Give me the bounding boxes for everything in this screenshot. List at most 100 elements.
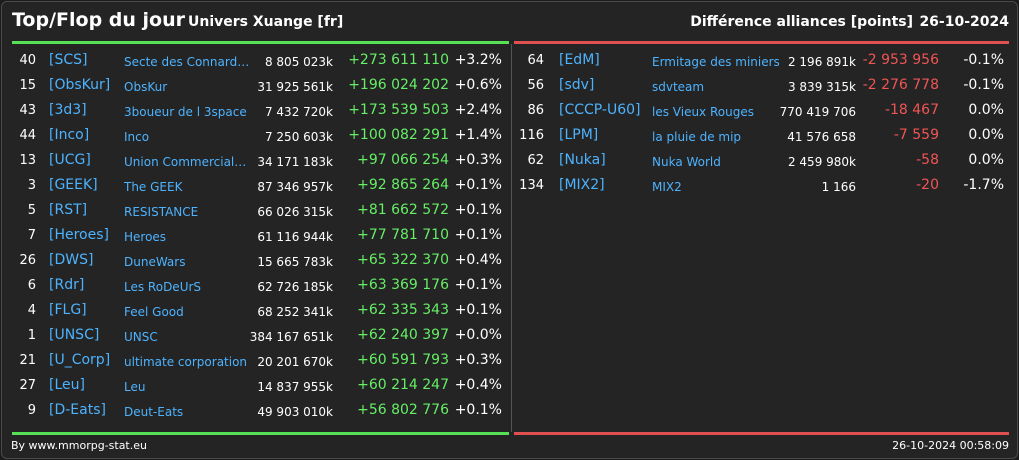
alliance-tag-link[interactable]: [3d3]: [49, 102, 87, 118]
alliance-name-link[interactable]: ObsKur: [124, 80, 168, 94]
rank-cell: 62: [527, 153, 544, 168]
header: Top/Flop du jour Univers Xuange [fr] Dif…: [2, 2, 1017, 40]
diff-cell: -2 276 778: [862, 77, 939, 93]
percent-cell: +0.6%: [454, 77, 502, 93]
top-bottom-bar: [12, 432, 509, 435]
alliance-name-link[interactable]: The GEEK: [124, 180, 183, 194]
table-row: 134 [MIX2] MIX2 1 166 -20 -1.7%: [514, 174, 1009, 199]
alliance-name-link[interactable]: MIX2: [652, 180, 682, 194]
table-row: 21 [U_Corp] ultimate corporation 20 201 670…: [12, 349, 509, 374]
diff-cell: +62 240 397: [357, 327, 449, 343]
diff-cell: +62 335 343: [357, 302, 449, 318]
rank-cell: 27: [19, 378, 36, 393]
alliance-name-link[interactable]: Leu: [124, 380, 146, 394]
alliance-name-link[interactable]: sdvteam: [652, 80, 705, 94]
diff-cell: +92 865 264: [357, 177, 449, 193]
alliance-tag-link[interactable]: [Nuka]: [559, 152, 606, 168]
rank-cell: 86: [527, 103, 544, 118]
diff-cell: -58: [916, 152, 939, 168]
diff-cell: -18 467: [884, 102, 939, 118]
alliance-tag-link[interactable]: [CCCP-U60]: [559, 102, 641, 118]
table-row: 40 [SCS] Secte des Connard… 8 805 023k +273 …: [12, 49, 509, 74]
alliance-name-link[interactable]: Nuka World: [652, 155, 721, 169]
alliance-name-link[interactable]: Feel Good: [124, 305, 184, 319]
diff-cell: +97 066 254: [357, 152, 449, 168]
alliance-name-link[interactable]: les Vieux Rouges: [652, 105, 754, 119]
alliance-name-link[interactable]: Union Commerciale…: [124, 155, 252, 169]
percent-cell: 0.0%: [968, 152, 1004, 168]
alliance-name-link[interactable]: Secte des Connard…: [124, 55, 250, 69]
alliance-name-link[interactable]: ultimate corporation: [124, 355, 248, 369]
alliance-tag-link[interactable]: [LPM]: [559, 127, 599, 143]
diff-cell: +65 322 370: [357, 252, 449, 268]
table-row: 5 [RST] RESISTANCE 66 026 315k +81 662 572 +0…: [12, 199, 509, 224]
alliance-tag-link[interactable]: [UCG]: [49, 152, 91, 168]
table-row: 26 [DWS] DuneWars 15 665 783k +65 322 370 +0.…: [12, 249, 509, 274]
alliance-name-link[interactable]: Ermitage des miniers: [652, 55, 780, 69]
rank-cell: 1: [27, 328, 36, 343]
percent-cell: +0.1%: [454, 302, 502, 318]
table-row: 116 [LPM] la pluie de mip 41 576 658 -7 559 0…: [514, 124, 1009, 149]
alliance-name-link[interactable]: Deut-Eats: [124, 405, 184, 419]
percent-cell: +1.4%: [454, 127, 502, 143]
alliance-tag-link[interactable]: [U_Corp]: [49, 352, 111, 368]
percent-cell: +0.1%: [454, 177, 502, 193]
alliance-name-link[interactable]: UNSC: [124, 330, 158, 344]
alliance-name-link[interactable]: Les RoDeUrS: [124, 280, 202, 294]
percent-cell: +0.4%: [454, 377, 502, 393]
alliance-tag-link[interactable]: [Inco]: [49, 127, 90, 143]
percent-cell: +0.1%: [454, 277, 502, 293]
table-row: 13 [UCG] Union Commerciale… 34 171 183k +97 …: [12, 149, 509, 174]
points-cell: 1 166: [821, 180, 856, 194]
rank-cell: 9: [27, 403, 36, 418]
table-row: 43 [3d3] 3boueur de l 3space 7 432 720k +173…: [12, 99, 509, 124]
alliance-tag-link[interactable]: [MIX2]: [559, 177, 605, 193]
rank-cell: 15: [19, 78, 36, 93]
alliance-tag-link[interactable]: [EdM]: [559, 52, 600, 68]
diff-cell: +60 591 793: [357, 352, 449, 368]
alliance-tag-link[interactable]: [Heroes]: [49, 227, 109, 243]
percent-cell: +0.3%: [454, 352, 502, 368]
table-row: 44 [Inco] Inco 7 250 603k +100 082 291 +1.4%: [12, 124, 509, 149]
alliance-name-link[interactable]: la pluie de mip: [652, 130, 742, 144]
source-credit: By www.mmorpg-stat.eu: [11, 439, 147, 452]
diff-cell: +173 539 503: [348, 102, 449, 118]
diff-cell: +60 214 247: [357, 377, 449, 393]
alliance-tag-link[interactable]: [GEEK]: [49, 177, 98, 193]
alliance-name-link[interactable]: DuneWars: [124, 255, 186, 269]
alliance-tag-link[interactable]: [SCS]: [49, 52, 88, 68]
diff-cell: +56 802 776: [357, 402, 449, 418]
alliance-tag-link[interactable]: [sdv]: [559, 77, 595, 93]
rank-cell: 7: [27, 228, 36, 243]
alliance-name-link[interactable]: 3boueur de l 3space: [124, 105, 247, 119]
points-cell: 770 419 706: [779, 105, 856, 119]
rank-cell: 44: [19, 128, 36, 143]
alliance-name-link[interactable]: Heroes: [124, 230, 167, 244]
alliance-tag-link[interactable]: [Leu]: [49, 377, 85, 393]
alliance-tag-link[interactable]: [DWS]: [49, 252, 94, 268]
alliance-tag-link[interactable]: [FLG]: [49, 302, 87, 318]
points-cell: 2 459 980k: [787, 155, 856, 169]
table-row: 56 [sdv] sdvteam 3 839 315k -2 276 778 -0.1%: [514, 74, 1009, 99]
table-row: 1 [UNSC] UNSC 384 167 651k +62 240 397 +0.0%: [12, 324, 509, 349]
alliance-tag-link[interactable]: [UNSC]: [49, 327, 100, 343]
rank-cell: 116: [519, 128, 544, 143]
points-cell: 384 167 651k: [249, 330, 333, 344]
alliance-tag-link[interactable]: [ObsKur]: [49, 77, 111, 93]
diff-cell: +81 662 572: [357, 202, 449, 218]
percent-cell: +0.0%: [454, 327, 502, 343]
alliance-name-link[interactable]: RESISTANCE: [124, 205, 199, 219]
table-row: 62 [Nuka] Nuka World 2 459 980k -58 0.0%: [514, 149, 1009, 174]
alliance-tag-link[interactable]: [RST]: [49, 202, 88, 218]
points-cell: 20 201 670k: [257, 355, 333, 369]
alliance-tag-link[interactable]: [D-Eats]: [49, 402, 106, 418]
points-cell: 41 576 658: [787, 130, 856, 144]
alliance-name-link[interactable]: Inco: [124, 130, 150, 144]
top-panel: 40 [SCS] Secte des Connard… 8 805 023k +273 …: [12, 49, 509, 424]
universe-label: Univers Xuange [fr]: [188, 14, 344, 30]
header-date: 26-10-2024: [919, 14, 1009, 30]
percent-cell: -1.7%: [963, 177, 1004, 193]
rank-cell: 56: [527, 78, 544, 93]
alliance-tag-link[interactable]: [Rdr]: [49, 277, 85, 293]
top-accent-bar: [12, 41, 509, 44]
